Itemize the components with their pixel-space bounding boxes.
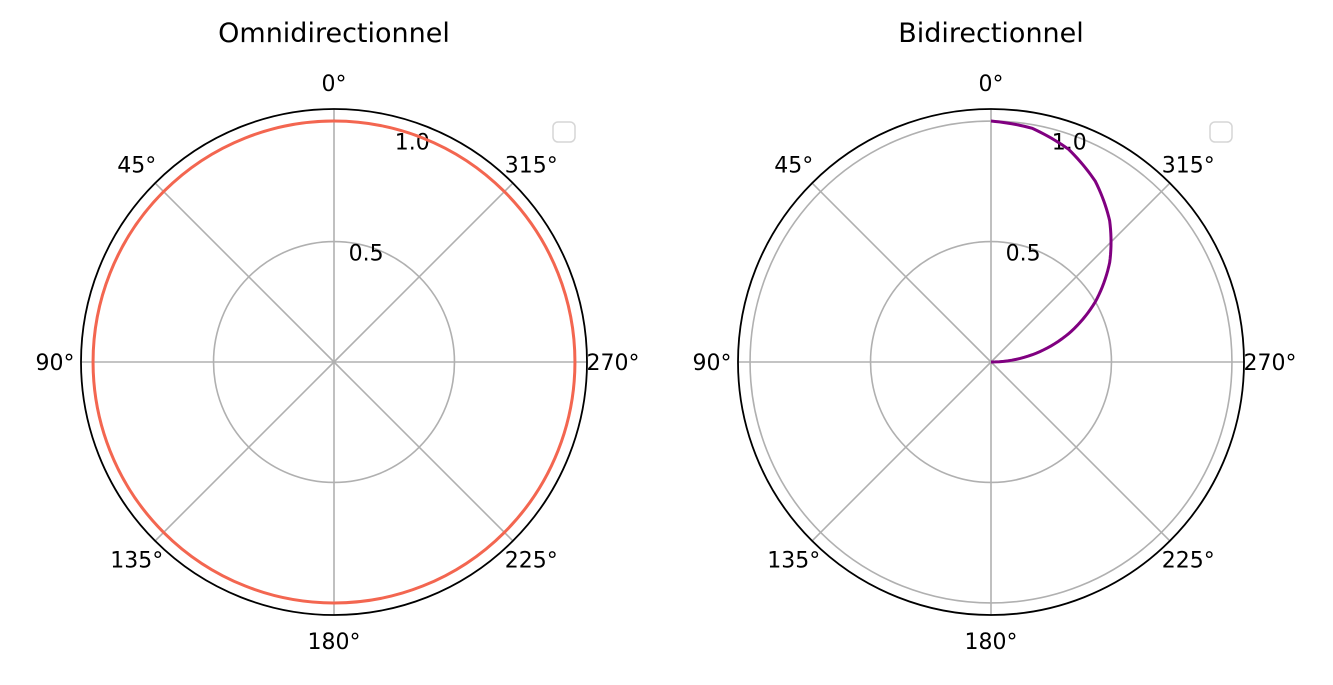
radial-gridcircle bbox=[869, 240, 1113, 484]
chart-title: Omnidirectionnel bbox=[218, 18, 450, 49]
polar-panel-bidirectionnel: Bidirectionnel 0° 45° 90° 135° 180° 225° 270° 3… bbox=[693, 18, 1297, 655]
series-line bbox=[990, 119, 1113, 364]
radial-gridcircle bbox=[749, 120, 1233, 604]
angle-tick-label: 180° bbox=[965, 630, 1018, 655]
angle-tick-label: 0° bbox=[979, 72, 1004, 97]
angle-tick-label: 270° bbox=[1244, 351, 1297, 376]
angle-tick-label: 0° bbox=[322, 72, 347, 97]
radial-tick-label: 0.5 bbox=[349, 242, 384, 267]
angular-gridline bbox=[333, 182, 514, 363]
angle-tick-label: 315° bbox=[1162, 154, 1215, 179]
angle-tick-label: 225° bbox=[1162, 548, 1215, 573]
angular-gridline bbox=[333, 361, 514, 542]
angle-tick-label: 180° bbox=[308, 630, 361, 655]
angle-tick-label: 135° bbox=[110, 548, 163, 573]
angle-tick-label: 225° bbox=[505, 548, 558, 573]
angle-tick-label: 45° bbox=[774, 154, 813, 179]
series-line bbox=[91, 119, 577, 605]
angle-tick-label: 315° bbox=[505, 154, 558, 179]
angle-tick-label: 90° bbox=[36, 351, 75, 376]
chart-title: Bidirectionnel bbox=[898, 18, 1084, 49]
legend-box bbox=[1209, 121, 1233, 143]
angular-gridline bbox=[990, 182, 1171, 363]
angular-gridline bbox=[811, 361, 992, 542]
polar-panel-omnidirectionnel: Omnidirectionnel 0° 45° 90° 135° 180° 225° 270… bbox=[36, 18, 640, 655]
angle-tick-label: 135° bbox=[767, 548, 820, 573]
angle-tick-label: 45° bbox=[117, 154, 156, 179]
radial-gridcircle bbox=[212, 240, 456, 484]
angular-gridline bbox=[990, 361, 1171, 542]
polar-spine bbox=[80, 108, 588, 616]
angle-tick-label: 90° bbox=[693, 351, 732, 376]
angular-gridline bbox=[154, 182, 335, 363]
legend-box bbox=[552, 121, 576, 143]
angular-gridline bbox=[811, 182, 992, 363]
polar-spine bbox=[737, 108, 1245, 616]
radial-tick-label: 0.5 bbox=[1006, 242, 1041, 267]
angle-tick-label: 270° bbox=[587, 351, 640, 376]
angular-gridline bbox=[154, 361, 335, 542]
